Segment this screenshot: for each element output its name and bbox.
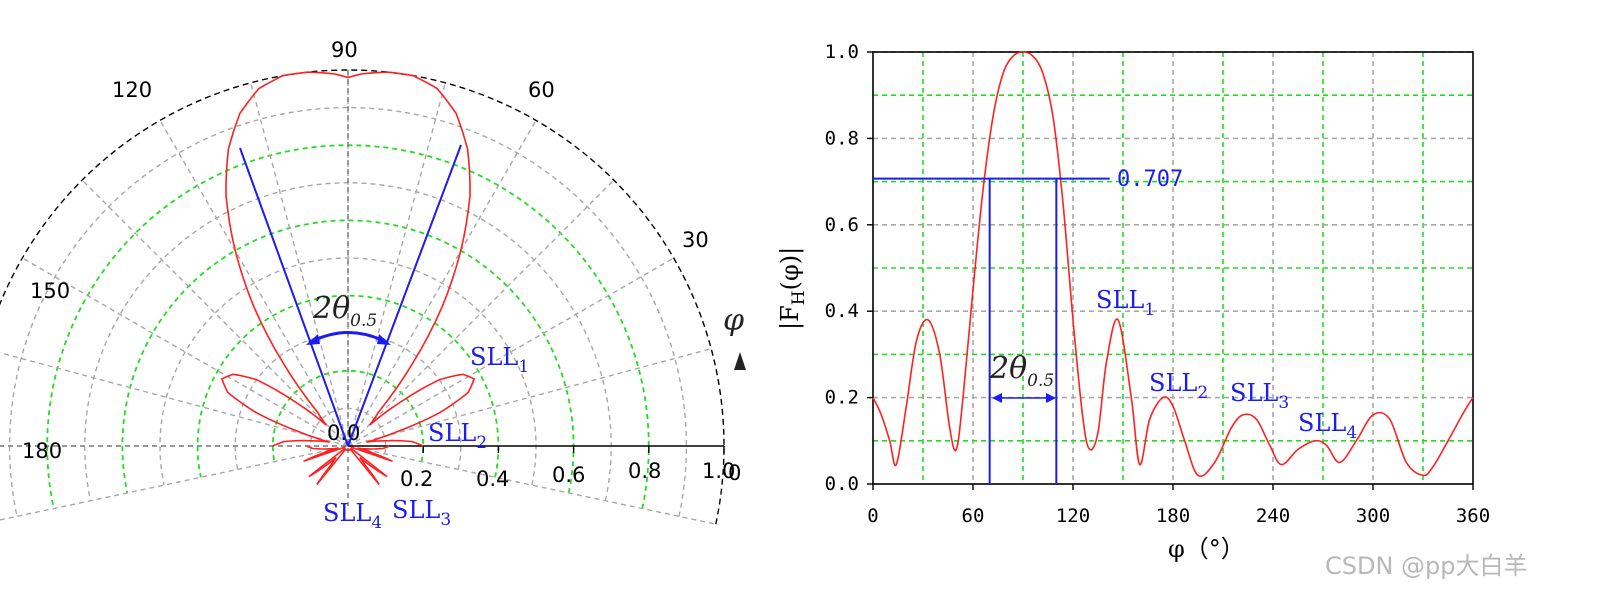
polar-angle-label-180: 180 bbox=[22, 439, 62, 463]
polar-radius-ring bbox=[8, 106, 688, 517]
polar-sll2-sub: 2 bbox=[476, 433, 487, 453]
beamwidth-arrow-left bbox=[306, 334, 320, 345]
polar-angle-label-150: 150 bbox=[30, 279, 70, 303]
cartesian-sll3-sub: 3 bbox=[1278, 393, 1289, 413]
x-tick-label: 360 bbox=[1456, 505, 1490, 527]
polar-spoke bbox=[81, 179, 349, 447]
y-tick-label: 0.4 bbox=[825, 300, 859, 322]
y-tick-label: 1.0 bbox=[825, 41, 859, 63]
cartesian-pattern-line bbox=[872, 51, 1474, 477]
cartesian-sll1-base: SLL bbox=[1096, 286, 1144, 314]
polar-radius-ring bbox=[196, 294, 500, 478]
polar-sll4-base: SLL bbox=[323, 499, 371, 527]
polar-tick-labels: 0 30 60 90 120 150 180 0.0 0.2 0.4 0.6 0… bbox=[22, 38, 741, 491]
polar-pattern-curve bbox=[220, 71, 476, 486]
polar-sll1-sub: 1 bbox=[518, 357, 529, 377]
polar-radius-label-0-8: 0.8 bbox=[628, 459, 661, 483]
x-tick-label: 180 bbox=[1156, 505, 1190, 527]
half-power-markers bbox=[873, 177, 1110, 484]
polar-radius-label-0-2: 0.2 bbox=[400, 467, 433, 491]
polar-radius-ring bbox=[0, 69, 725, 525]
half-power-label: 0.707 bbox=[1117, 167, 1183, 192]
polar-spoke bbox=[0, 352, 349, 447]
polar-sll1-base: SLL bbox=[470, 343, 518, 371]
x-tick-label: 300 bbox=[1356, 505, 1390, 527]
polar-angle-label-30: 30 bbox=[682, 228, 709, 252]
polar-direction-arrow bbox=[734, 352, 746, 370]
polar-radius-label-1-0: 1.0 bbox=[702, 459, 735, 483]
x-tick-label: 120 bbox=[1056, 505, 1090, 527]
cartesian-sll2-base: SLL bbox=[1149, 369, 1197, 397]
polar-radius-ring bbox=[159, 257, 537, 486]
beamwidth-span-arrow-left bbox=[992, 393, 1002, 403]
cartesian-tick-labels: 0 60 120 180 240 300 360 0.0 0.2 0.4 0.6 0.8 1.0 bbox=[825, 41, 1490, 527]
polar-direction-symbol: φ bbox=[723, 303, 744, 338]
polar-radius-label-0-6: 0.6 bbox=[552, 463, 585, 487]
cartesian-sll3-base: SLL bbox=[1230, 379, 1278, 407]
y-axis-title-suffix: (φ)| bbox=[776, 247, 805, 291]
polar-sll2-label: SLL2 bbox=[428, 419, 487, 453]
polar-angle-label-60: 60 bbox=[528, 78, 555, 102]
polar-sll4-sub: 4 bbox=[371, 513, 382, 533]
cartesian-beamwidth-label: 2θ0.5 bbox=[989, 351, 1054, 391]
beamwidth-line-right bbox=[347, 144, 462, 447]
x-tick-label: 60 bbox=[962, 505, 985, 527]
cartesian-sll1-sub: 1 bbox=[1144, 300, 1155, 320]
y-tick-label: 0.0 bbox=[825, 473, 859, 495]
cartesian-pattern-curve bbox=[872, 51, 1474, 477]
x-tick-label: 0 bbox=[867, 505, 878, 527]
polar-sll1-label: SLL1 bbox=[470, 343, 529, 377]
beamwidth-arrow-right bbox=[377, 334, 391, 345]
polar-spoke bbox=[250, 82, 349, 447]
cartesian-sll4-base: SLL bbox=[1298, 409, 1346, 437]
polar-angle-label-90: 90 bbox=[331, 38, 358, 62]
y-tick-label: 0.6 bbox=[825, 214, 859, 236]
polar-sll3-sub: 3 bbox=[440, 510, 451, 530]
y-axis-title-sub: H bbox=[789, 290, 809, 305]
y-tick-label: 0.8 bbox=[825, 127, 859, 149]
watermark: CSDN @pp大白羊 bbox=[1325, 552, 1528, 580]
polar-angle-label-0: 0 bbox=[728, 461, 741, 485]
polar-sll3-base: SLL bbox=[392, 496, 440, 524]
polar-spoke bbox=[347, 179, 615, 447]
x-axis-title: φ（°） bbox=[1168, 535, 1245, 563]
polar-pattern-upper bbox=[220, 71, 476, 447]
cartesian-sll3-label: SLL3 bbox=[1230, 379, 1289, 413]
y-axis-title: |FH(φ)| bbox=[776, 247, 809, 330]
cartesian-beamwidth-main: 2θ bbox=[989, 351, 1027, 386]
polar-sll3-label: SLL3 bbox=[392, 496, 451, 530]
polar-spoke bbox=[347, 348, 712, 447]
y-axis-title-prefix: |F bbox=[776, 305, 805, 330]
polar-radius-label-0-4: 0.4 bbox=[476, 467, 509, 491]
cartesian-sll4-sub: 4 bbox=[1346, 423, 1357, 443]
cartesian-axes bbox=[867, 51, 1474, 490]
polar-beamwidth-label: 2θ0.5 bbox=[312, 291, 377, 331]
cartesian-beamwidth-sub: 0.5 bbox=[1027, 371, 1054, 391]
x-tick-label: 240 bbox=[1256, 505, 1290, 527]
polar-spoke bbox=[347, 82, 446, 447]
beamwidth-span-arrow-right bbox=[1046, 393, 1056, 403]
polar-beamwidth-main: 2θ bbox=[312, 291, 350, 326]
polar-angle-label-120: 120 bbox=[112, 78, 152, 102]
polar-sll4-label: SLL4 bbox=[323, 499, 382, 533]
cartesian-grid bbox=[873, 51, 1473, 484]
cartesian-pattern-chart: 0 60 120 180 240 300 360 0.0 0.2 0.4 0.6 0.8 1.0 0.7… bbox=[776, 41, 1490, 563]
polar-pattern-chart: 0 30 60 90 120 150 180 0.0 0.2 0.4 0.6 0… bbox=[0, 38, 746, 533]
cartesian-sll1-label: SLL1 bbox=[1096, 286, 1155, 320]
polar-beamwidth-sub: 0.5 bbox=[350, 311, 377, 331]
beamwidth-line-left bbox=[239, 147, 349, 447]
cartesian-sll2-sub: 2 bbox=[1197, 383, 1208, 403]
cartesian-sll4-label: SLL4 bbox=[1298, 409, 1357, 443]
y-tick-label: 0.2 bbox=[825, 387, 859, 409]
polar-grid bbox=[0, 69, 725, 525]
polar-pattern-lower bbox=[303, 445, 393, 486]
cartesian-sll2-label: SLL2 bbox=[1149, 369, 1208, 403]
polar-sll2-base: SLL bbox=[428, 419, 476, 447]
polar-radius-ring bbox=[121, 219, 575, 494]
